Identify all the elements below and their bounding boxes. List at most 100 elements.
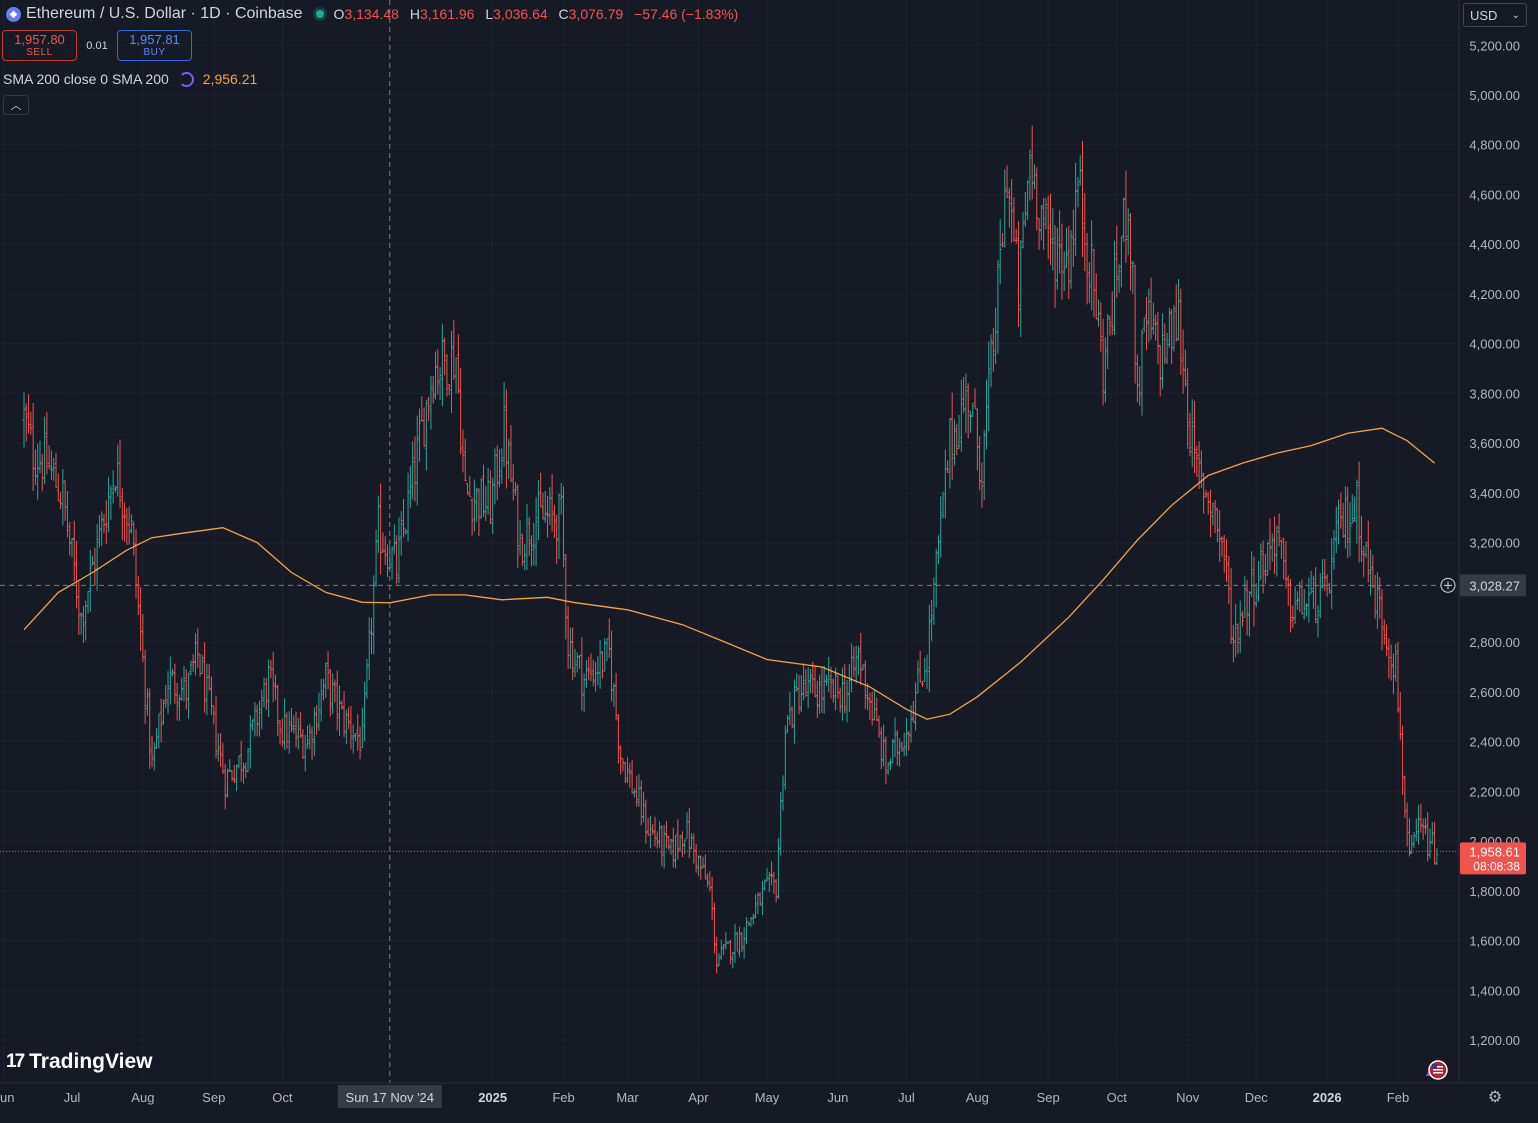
ohlc-bar — [399, 511, 403, 556]
ohlc-bar — [127, 506, 131, 545]
ohlc-bar — [33, 449, 37, 486]
ohlc-bar — [733, 923, 737, 963]
ohlc-bar — [726, 942, 730, 944]
ohlc-bar — [1250, 551, 1254, 598]
ohlc-bar — [184, 669, 188, 710]
ohlc-bar — [1142, 317, 1146, 333]
ohlc-bar — [1000, 232, 1004, 248]
ohlc-bar — [447, 384, 451, 396]
sma-200-line — [23, 427, 1436, 720]
ohlc-bar — [630, 760, 634, 794]
buy-button[interactable]: 1,957.81 BUY — [117, 30, 192, 61]
ohlc-bar — [1428, 828, 1432, 859]
ohlc-bar — [331, 673, 335, 715]
y-tick-label: 5,000.00 — [1469, 88, 1520, 103]
tradingview-logo[interactable]: 17 TradingView — [6, 1050, 152, 1074]
ohlc-bar — [1085, 233, 1089, 305]
ohlc-bars — [22, 125, 1439, 974]
ohlc-bar — [212, 705, 216, 725]
ohlc-bar — [1236, 623, 1240, 654]
ohlc-bar — [454, 357, 458, 394]
ohlc-bar — [696, 855, 700, 877]
indicator-legend[interactable]: SMA 200 close 0 SMA 200 2,956.21 — [3, 71, 257, 87]
ohlc-bar — [834, 667, 838, 711]
ohlc-bar — [337, 685, 341, 737]
ohlc-bar — [1046, 195, 1050, 260]
settings-gear-icon[interactable]: ⚙ — [1487, 1089, 1503, 1106]
ohlc-bar — [527, 516, 531, 557]
ohlc-bar — [1261, 540, 1265, 594]
ohlc-bar — [1234, 603, 1238, 658]
ohlc-bar — [81, 606, 85, 644]
ohlc-bar — [139, 587, 143, 652]
ohlc-bar — [692, 833, 696, 864]
ohlc-bar — [1151, 302, 1155, 335]
ohlc-bar — [904, 717, 908, 756]
sell-button[interactable]: 1,957.80 SELL — [2, 30, 77, 61]
ohlc-bar — [548, 487, 552, 526]
ohlc-bar — [678, 834, 682, 852]
ohlc-bar — [424, 400, 428, 471]
ohlc-bar — [1074, 162, 1078, 256]
ohlc-bar — [1321, 558, 1325, 589]
ohlc-bar — [1094, 273, 1098, 320]
ohlc-bar — [616, 714, 620, 764]
ohlc-bar — [219, 733, 223, 768]
tradingview-logo-icon: 17 — [6, 1051, 25, 1072]
market-status-dot-icon[interactable] — [315, 10, 324, 18]
ohlc-bar — [788, 691, 792, 726]
ohlc-bar — [411, 441, 415, 500]
ohlc-bar — [623, 761, 627, 784]
ohlc-bar — [1341, 502, 1345, 538]
ohlc-bar — [342, 691, 346, 738]
ohlc-bar — [182, 665, 186, 702]
ohlc-bar — [237, 755, 241, 769]
time-axis[interactable]: un Jul Aug Sep Oct 2025 Feb Mar Apr May Jun Jul Aug S… — [0, 1090, 1409, 1105]
us-flag-badge-icon[interactable] — [1424, 1058, 1450, 1082]
ohlc-bar — [24, 403, 28, 442]
ohlc-bar — [310, 726, 314, 760]
ohlc-bar — [571, 627, 575, 680]
ohlc-bar — [61, 468, 65, 526]
add-alert-plus-icon[interactable] — [1440, 577, 1456, 593]
ohlc-bar — [415, 415, 419, 506]
ohlc-bar — [422, 407, 426, 447]
ohlc-bar — [347, 706, 351, 730]
price-axis[interactable]: 1,200.001,400.001,600.001,800.002,000.00… — [1469, 38, 1520, 1048]
ohlc-bar — [278, 720, 282, 745]
ohlc-bar — [100, 511, 104, 547]
indicator-value: 2,956.21 — [202, 71, 258, 87]
ohlc-bar — [946, 460, 950, 473]
ohlc-bar — [1433, 821, 1437, 866]
ohlc-bar — [907, 730, 911, 751]
ohlc-bar — [141, 614, 145, 663]
collapse-legend-button[interactable]: ︿ — [3, 95, 29, 115]
ohlc-bar — [70, 538, 74, 558]
ohlc-bar — [552, 504, 556, 538]
ohlc-bar — [445, 353, 449, 397]
ohlc-bar — [763, 879, 767, 891]
ohlc-bar — [994, 307, 998, 365]
ohlc-bar — [1062, 251, 1066, 292]
symbol-title[interactable]: Ethereum / U.S. Dollar · 1D · Coinbase — [26, 5, 303, 22]
ohlc-bar — [1195, 445, 1199, 478]
ohlc-bar — [1410, 834, 1414, 855]
ohlc-bar — [1337, 499, 1341, 545]
ohlc-close-value: 3,076.79 — [568, 6, 624, 22]
ohlc-bar — [626, 757, 630, 783]
ohlc-bar — [356, 714, 360, 751]
ohlc-bar — [296, 717, 300, 750]
ohlc-bar — [687, 807, 691, 858]
crosshair-price-label: 3,028.27 — [1460, 574, 1526, 597]
ohlc-bar — [644, 799, 648, 844]
ohlc-bar — [621, 758, 625, 772]
currency-select[interactable]: USD ⌄ — [1463, 3, 1527, 27]
ohlc-bar — [530, 535, 534, 567]
indicator-label[interactable]: SMA 200 close 0 SMA 200 — [3, 71, 169, 87]
x-tick-label: Mar — [616, 1090, 639, 1105]
ohlc-bar — [806, 667, 810, 709]
ohlc-bar — [628, 762, 632, 788]
y-tick-label: 4,200.00 — [1469, 287, 1520, 302]
